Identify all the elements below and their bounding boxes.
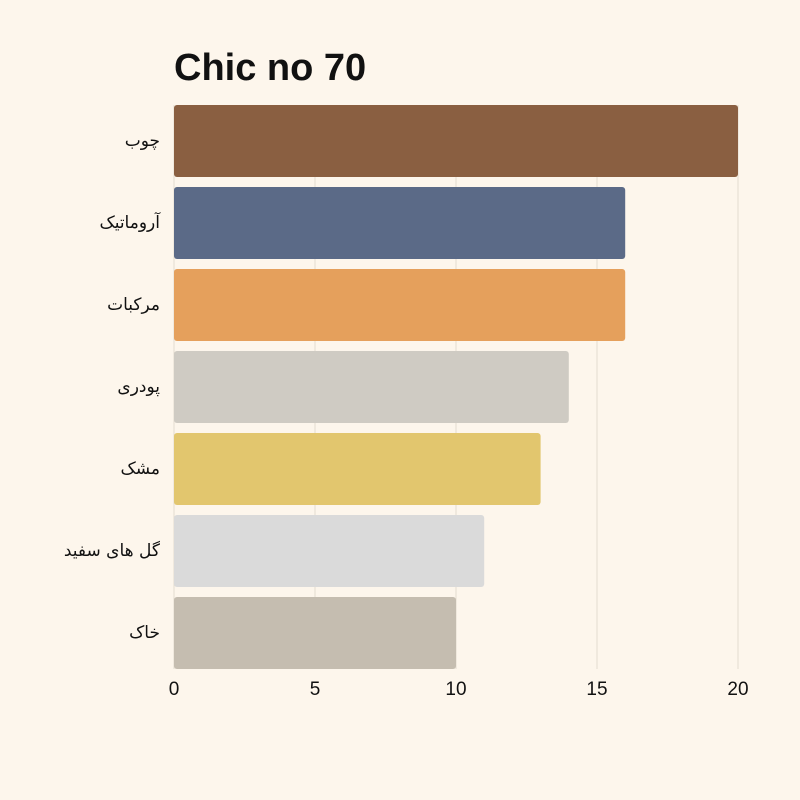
y-tick-label: خاک (129, 623, 160, 643)
bar (174, 187, 626, 259)
x-tick-label: 15 (586, 679, 607, 700)
chart-title: Chic no 70 (174, 47, 366, 89)
bar (174, 105, 738, 177)
bar (174, 433, 541, 505)
x-tick-label: 0 (169, 679, 180, 700)
x-tick-label: 10 (445, 679, 466, 700)
x-tick-label: 20 (727, 679, 748, 700)
y-tick-label: گل های سفید (64, 540, 161, 561)
bar (174, 597, 456, 669)
bar (174, 351, 569, 423)
y-tick-label: آروماتیک (99, 211, 161, 233)
bar (174, 269, 626, 341)
bar (174, 515, 485, 587)
y-tick-label: مرکبات (107, 295, 160, 315)
y-tick-label: مشک (121, 459, 161, 479)
y-tick-label: پودری (117, 377, 160, 397)
y-tick-label: چوب (125, 131, 160, 151)
x-tick-label: 5 (310, 679, 321, 700)
